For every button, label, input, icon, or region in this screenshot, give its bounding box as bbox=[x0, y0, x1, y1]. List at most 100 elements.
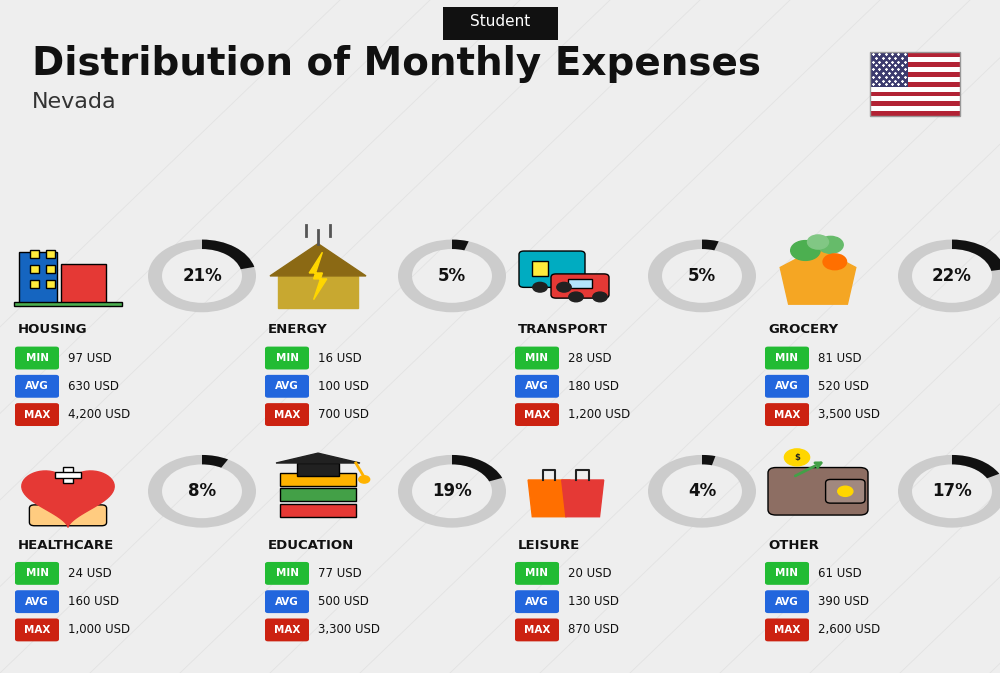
Text: MAX: MAX bbox=[774, 410, 800, 419]
Text: 20 USD: 20 USD bbox=[568, 567, 612, 580]
Text: 5%: 5% bbox=[688, 267, 716, 285]
FancyBboxPatch shape bbox=[280, 504, 356, 517]
Text: 22%: 22% bbox=[932, 267, 972, 285]
Text: 180 USD: 180 USD bbox=[568, 380, 619, 393]
FancyBboxPatch shape bbox=[19, 252, 57, 303]
Text: 16 USD: 16 USD bbox=[318, 351, 362, 365]
FancyBboxPatch shape bbox=[870, 81, 960, 87]
Polygon shape bbox=[528, 480, 570, 517]
Circle shape bbox=[359, 476, 370, 483]
FancyBboxPatch shape bbox=[870, 52, 908, 87]
FancyBboxPatch shape bbox=[63, 467, 73, 483]
Circle shape bbox=[808, 235, 829, 249]
Text: Nevada: Nevada bbox=[32, 92, 117, 112]
FancyBboxPatch shape bbox=[46, 265, 55, 273]
FancyBboxPatch shape bbox=[551, 274, 609, 298]
Wedge shape bbox=[648, 240, 756, 312]
Text: MIN: MIN bbox=[276, 569, 299, 578]
Text: MAX: MAX bbox=[524, 625, 550, 635]
Text: 4,200 USD: 4,200 USD bbox=[68, 408, 130, 421]
Text: MIN: MIN bbox=[26, 569, 49, 578]
Text: HOUSING: HOUSING bbox=[18, 323, 88, 336]
FancyBboxPatch shape bbox=[515, 347, 559, 369]
Circle shape bbox=[823, 254, 847, 270]
Text: 1,000 USD: 1,000 USD bbox=[68, 623, 130, 637]
Text: MAX: MAX bbox=[524, 410, 550, 419]
Text: 2,600 USD: 2,600 USD bbox=[818, 623, 880, 637]
Wedge shape bbox=[148, 455, 256, 528]
Text: 17%: 17% bbox=[932, 483, 972, 500]
FancyBboxPatch shape bbox=[265, 347, 309, 369]
Text: $: $ bbox=[794, 453, 800, 462]
FancyBboxPatch shape bbox=[765, 562, 809, 585]
Text: MIN: MIN bbox=[776, 569, 798, 578]
Text: AVG: AVG bbox=[775, 382, 799, 391]
Text: 1,200 USD: 1,200 USD bbox=[568, 408, 630, 421]
Wedge shape bbox=[702, 455, 715, 465]
Text: AVG: AVG bbox=[25, 597, 49, 606]
FancyBboxPatch shape bbox=[765, 347, 809, 369]
FancyBboxPatch shape bbox=[442, 7, 558, 40]
FancyBboxPatch shape bbox=[265, 618, 309, 641]
Text: AVG: AVG bbox=[525, 597, 549, 606]
FancyBboxPatch shape bbox=[515, 590, 559, 613]
Text: MIN: MIN bbox=[26, 353, 49, 363]
Text: 61 USD: 61 USD bbox=[818, 567, 862, 580]
FancyBboxPatch shape bbox=[15, 347, 59, 369]
FancyBboxPatch shape bbox=[870, 92, 960, 96]
Text: MAX: MAX bbox=[24, 625, 50, 635]
Text: MIN: MIN bbox=[776, 353, 798, 363]
Wedge shape bbox=[952, 240, 1000, 271]
FancyBboxPatch shape bbox=[870, 57, 960, 62]
Text: MAX: MAX bbox=[24, 410, 50, 419]
Text: MAX: MAX bbox=[274, 625, 300, 635]
FancyBboxPatch shape bbox=[870, 77, 960, 81]
Circle shape bbox=[818, 236, 843, 253]
Wedge shape bbox=[898, 240, 1000, 312]
FancyBboxPatch shape bbox=[280, 489, 356, 501]
FancyBboxPatch shape bbox=[870, 96, 960, 102]
Text: HEALTHCARE: HEALTHCARE bbox=[18, 538, 114, 552]
Text: 21%: 21% bbox=[182, 267, 222, 285]
FancyBboxPatch shape bbox=[30, 281, 39, 288]
FancyBboxPatch shape bbox=[265, 562, 309, 585]
Text: 5%: 5% bbox=[438, 267, 466, 285]
Text: MAX: MAX bbox=[774, 625, 800, 635]
Circle shape bbox=[791, 240, 820, 260]
FancyBboxPatch shape bbox=[265, 375, 309, 398]
FancyBboxPatch shape bbox=[15, 375, 59, 398]
Text: 520 USD: 520 USD bbox=[818, 380, 869, 393]
Text: 19%: 19% bbox=[432, 483, 472, 500]
FancyBboxPatch shape bbox=[15, 562, 59, 585]
Text: 28 USD: 28 USD bbox=[568, 351, 612, 365]
FancyBboxPatch shape bbox=[870, 62, 960, 67]
FancyBboxPatch shape bbox=[15, 403, 59, 426]
FancyBboxPatch shape bbox=[55, 472, 81, 478]
Text: Student: Student bbox=[470, 14, 530, 29]
Circle shape bbox=[593, 292, 607, 302]
FancyBboxPatch shape bbox=[568, 279, 592, 288]
Wedge shape bbox=[648, 455, 756, 528]
FancyBboxPatch shape bbox=[768, 468, 868, 515]
Text: 77 USD: 77 USD bbox=[318, 567, 362, 580]
FancyBboxPatch shape bbox=[265, 403, 309, 426]
Text: AVG: AVG bbox=[275, 597, 299, 606]
Wedge shape bbox=[702, 240, 719, 250]
FancyBboxPatch shape bbox=[30, 265, 39, 273]
Text: 500 USD: 500 USD bbox=[318, 595, 369, 608]
Text: GROCERY: GROCERY bbox=[768, 323, 838, 336]
Circle shape bbox=[838, 486, 853, 497]
FancyBboxPatch shape bbox=[870, 52, 960, 57]
Polygon shape bbox=[276, 453, 360, 463]
FancyBboxPatch shape bbox=[870, 67, 960, 72]
FancyBboxPatch shape bbox=[765, 403, 809, 426]
FancyBboxPatch shape bbox=[15, 618, 59, 641]
Polygon shape bbox=[278, 276, 358, 308]
Text: 3,300 USD: 3,300 USD bbox=[318, 623, 380, 637]
FancyBboxPatch shape bbox=[870, 87, 960, 92]
FancyBboxPatch shape bbox=[46, 281, 55, 288]
FancyBboxPatch shape bbox=[870, 111, 960, 116]
Text: OTHER: OTHER bbox=[768, 538, 819, 552]
Text: 390 USD: 390 USD bbox=[818, 595, 869, 608]
FancyBboxPatch shape bbox=[870, 72, 960, 77]
